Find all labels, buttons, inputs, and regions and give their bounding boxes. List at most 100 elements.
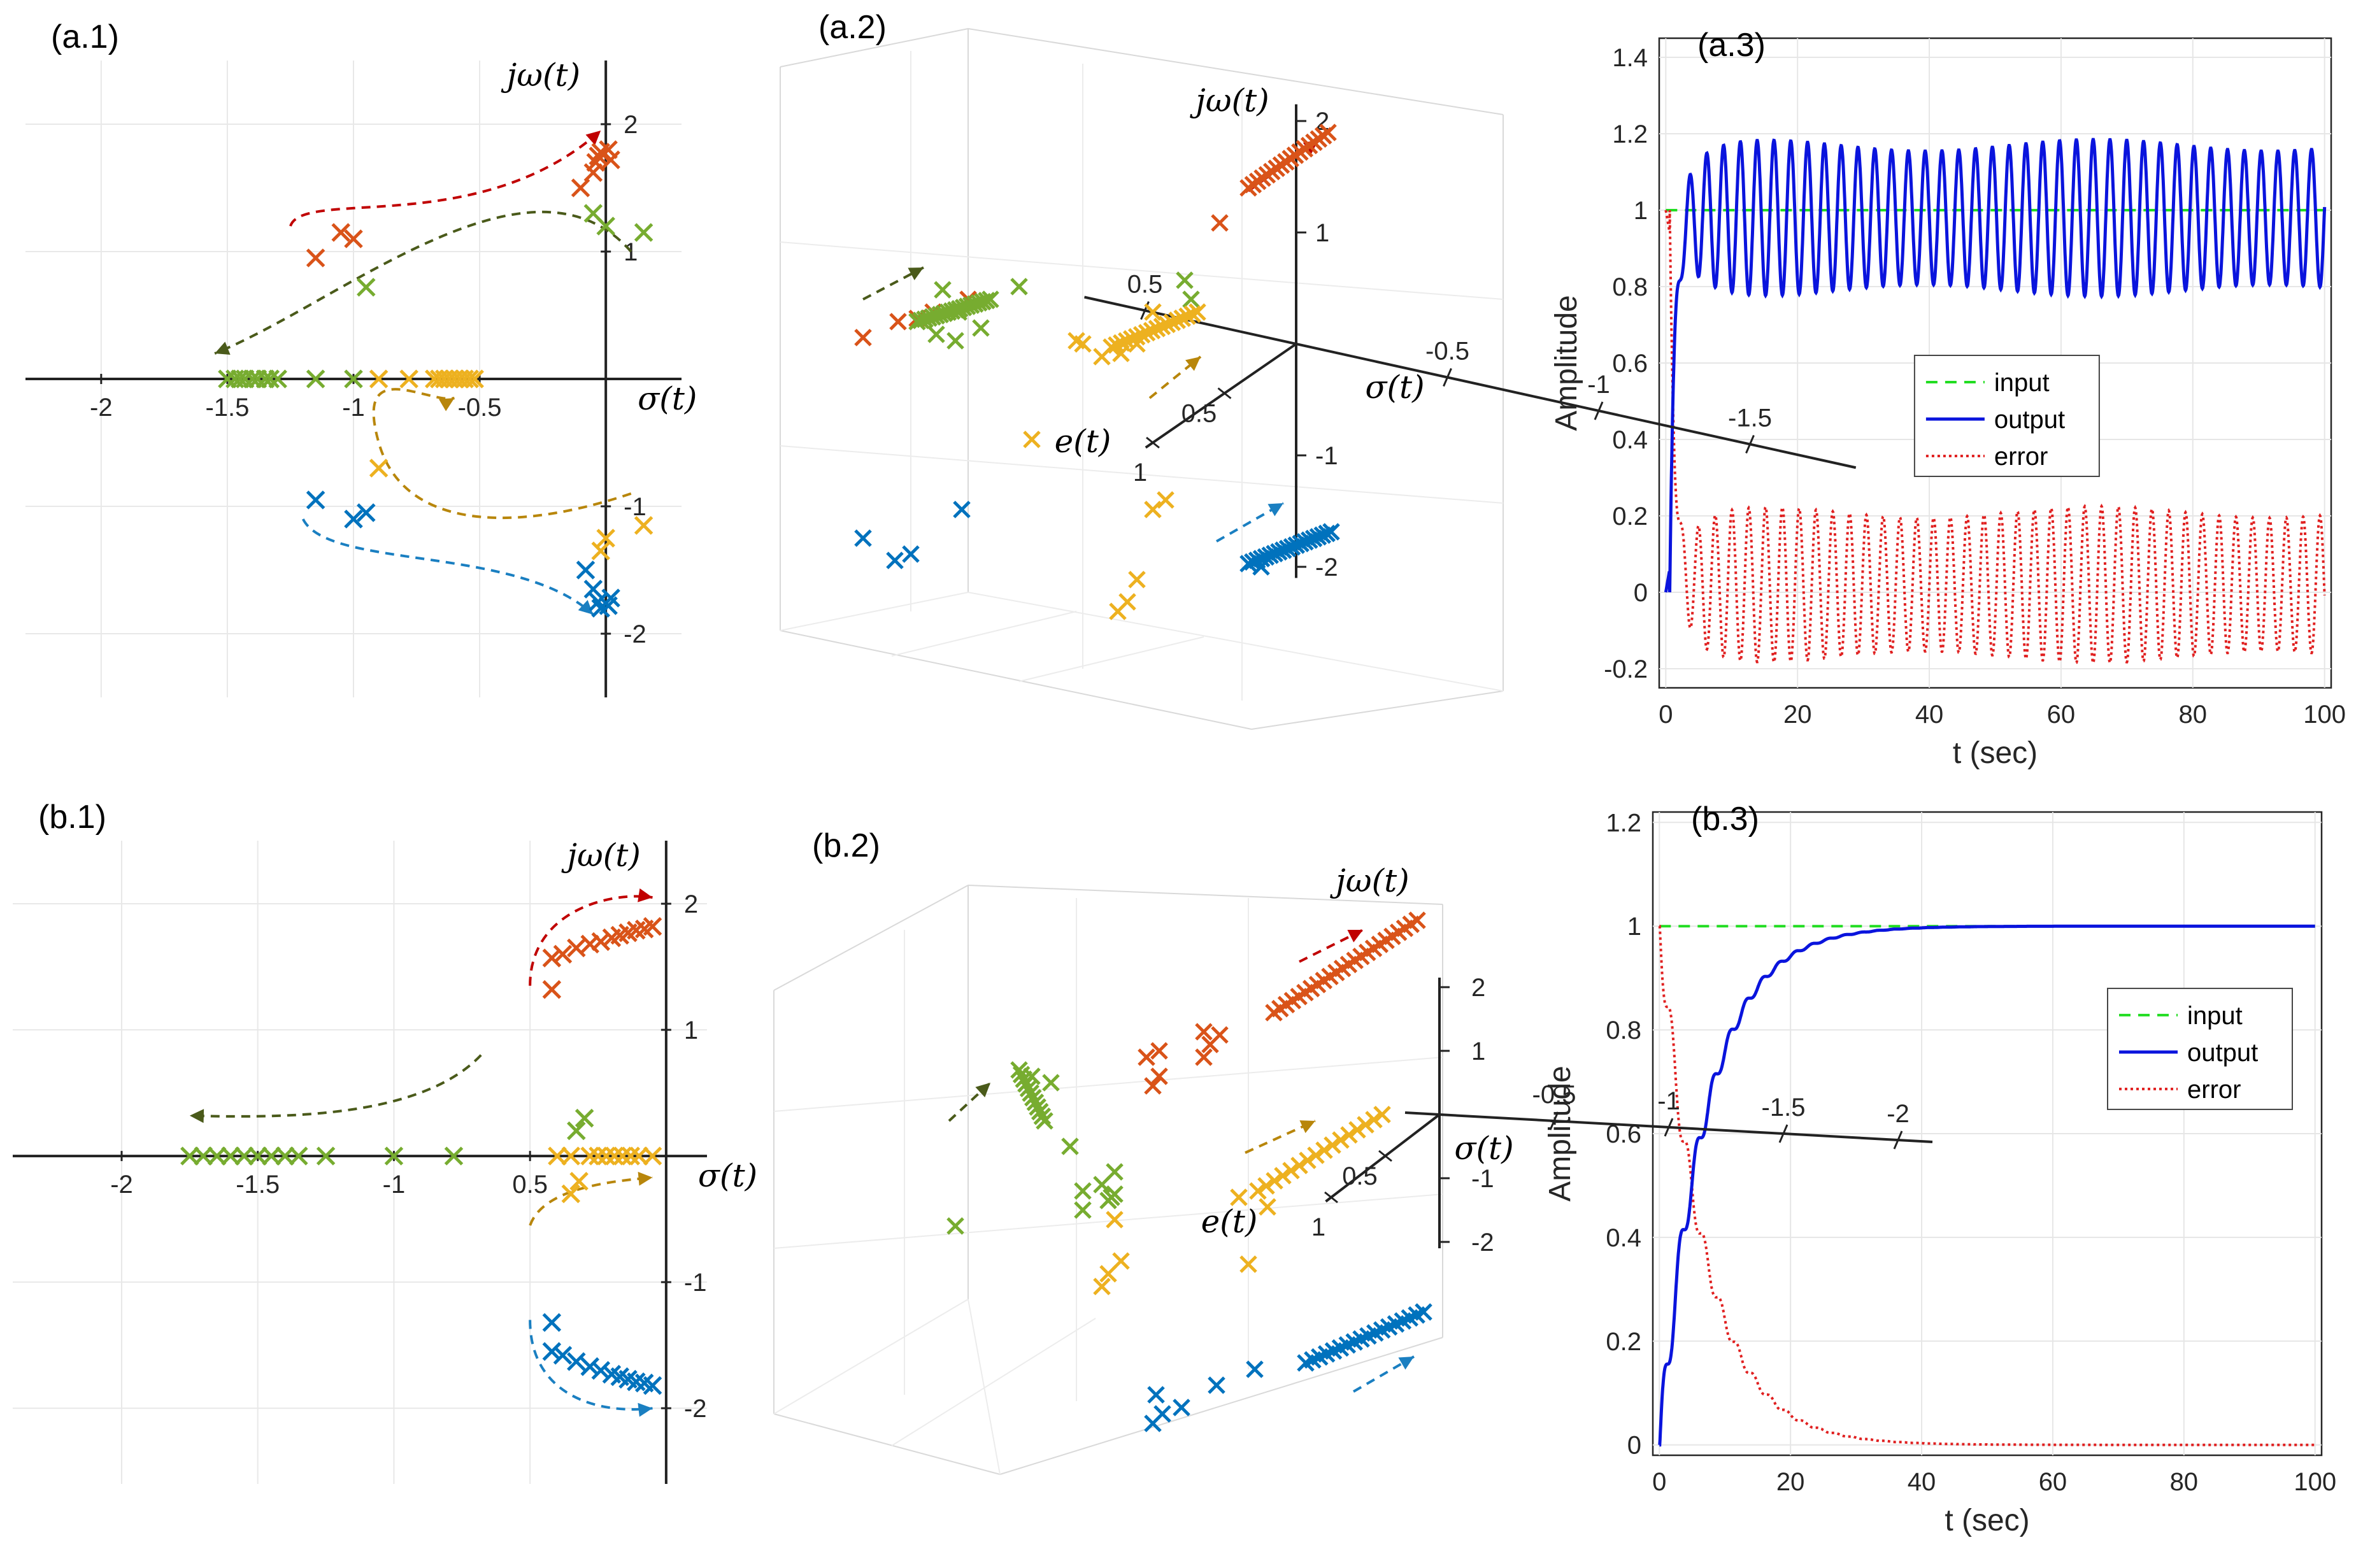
y-tick-label: 1 [624,238,638,266]
y-tick-label: 1.2 [1606,809,1641,837]
pole-marker [1099,1192,1117,1209]
jw-tick-label: -1 [1471,1165,1494,1193]
x-axis-label: t (sec) [1945,1504,2029,1537]
pole-marker [1036,1112,1053,1130]
trajectory-arrow-head [638,1171,653,1186]
pole-marker [444,1146,464,1165]
sigma-tick-mark [1594,401,1604,420]
pole-marker [1173,1399,1190,1416]
sigma-tick-label: -1 [1657,1087,1680,1115]
pole-marker [1033,1107,1052,1125]
pole-marker [1195,1023,1213,1041]
pole-marker [589,1146,608,1165]
pole-marker [567,938,586,958]
jw-label: jω(t) [560,837,640,874]
pole-marker [1408,911,1426,929]
grid-line [773,1194,1443,1249]
pole-marker [1144,1077,1162,1095]
y-tick-label: 1.2 [1612,120,1648,148]
pole-marker [1274,1167,1292,1185]
e-tick-mark [1217,387,1232,399]
pole-marker [542,1342,562,1361]
trajectory-arrow-head [189,1109,204,1123]
pole-marker [369,459,389,478]
legend-entry: error [2187,1076,2241,1104]
y-tick-label: -0.2 [1604,655,1648,683]
pole-marker [1158,315,1176,334]
pole-marker [1147,1386,1165,1404]
pole-marker [1348,1121,1366,1139]
panel-label: (b.3) [1691,801,1759,837]
jw-tick-label: 1 [1315,219,1329,247]
pole-marker [1340,1126,1358,1144]
jw-tick-label: -2 [1315,553,1338,581]
pole-marker [1061,1137,1079,1155]
pole-marker [1307,1146,1325,1164]
pole-marker [634,516,653,535]
pole-marker [1257,1177,1275,1195]
pole-marker [429,369,449,388]
pole-marker [344,369,363,388]
pole-marker [569,1171,589,1191]
pole-marker [1365,1111,1383,1129]
pole-marker [465,369,484,388]
pole-marker [580,1357,599,1376]
pole-marker [629,1146,648,1165]
pole-marker [561,1184,581,1204]
pole-marker [1318,524,1336,543]
trajectory-arrow [1352,1355,1415,1393]
pole-marker [261,369,280,388]
pole-marker [613,1146,632,1165]
y-tick-label: -2 [684,1395,707,1423]
y-tick-label: -2 [624,620,646,648]
trajectory-arrow [301,518,594,616]
pole-marker [1246,1360,1264,1378]
legend-entry: input [1994,369,2050,397]
y-tick-label: 0 [1634,579,1648,607]
pole-marker [634,223,653,242]
box-edge [780,630,1252,730]
y-tick-label: 0.6 [1612,350,1648,378]
grid-line [891,611,1077,657]
x-tick-label: 80 [2170,1468,2199,1496]
pole-marker [306,490,325,510]
sigma-label: σ(t) [698,1157,757,1194]
panel-b2: -2 -1.5 -1 -0.5 2 1 -1 -2 0.5 1 jω(t) σ(t) e(t) (b.2) [773,827,1933,1475]
pole-marker [207,1146,227,1165]
pole-marker [1022,1084,1039,1102]
trajectory-arrow [189,1054,482,1118]
pole-marker [1093,348,1111,366]
x-tick-label: -1.5 [236,1171,280,1199]
pole-marker [553,944,573,964]
pole-marker [561,1146,581,1165]
pole-marker [1143,322,1161,339]
grid-line [773,1057,1443,1112]
sigma-tick-mark [1549,1111,1559,1130]
e-tick-label: 1 [1311,1213,1325,1241]
pole-marker [425,369,444,388]
pole-marker [344,229,363,248]
pole-marker [972,319,990,337]
pole-marker [1157,491,1174,509]
x-tick-label: 40 [1915,701,1944,729]
sigma-label: σ(t) [1365,369,1424,406]
pole-marker [1332,1131,1350,1149]
trajectory-arrow-head [638,1402,653,1417]
trajectory-arrow [529,895,653,986]
trajectory-arrow-head [215,341,231,355]
legend-entry: input [2187,1002,2243,1030]
x-tick-label: -1 [383,1171,406,1199]
pole-marker [597,1146,616,1165]
pole-marker [950,303,967,321]
panel-label: (a.2) [818,9,887,46]
trajectory-arrow-head [908,267,924,280]
trajectory-arrow [289,129,602,227]
e-tick-label: 0.5 [1182,400,1217,428]
grid-line [780,445,1504,504]
pole-marker [1042,1074,1060,1092]
panel-a3: 0 20 40 60 80 100 -0.2 0 0.2 0.4 0.6 0.8 1 1.2 1.4 inpu… [1550,27,2346,770]
jw-label: jω(t) [1189,82,1269,119]
panel-label: (a.1) [51,18,119,55]
box-edge [780,28,969,68]
jw-tick-label: -1 [1315,442,1338,470]
